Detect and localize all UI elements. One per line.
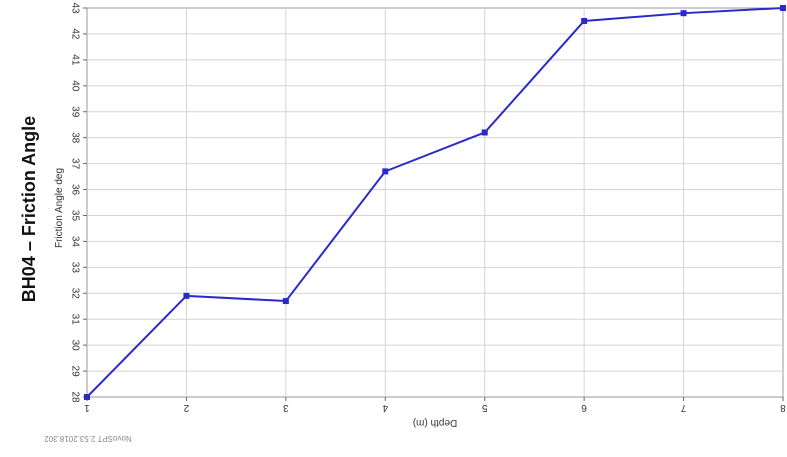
- x-tick-label: 8: [780, 402, 786, 413]
- y-tick-label: 37: [69, 158, 80, 170]
- x-tick-label: 2: [183, 402, 189, 413]
- y-tick-label: 28: [69, 391, 80, 403]
- y-tick-label: 43: [69, 2, 80, 14]
- y-tick-label: 32: [69, 288, 80, 300]
- y-tick-label: 38: [69, 132, 80, 144]
- y-tick-label: 39: [69, 106, 80, 118]
- y-tick-label: 36: [69, 184, 80, 196]
- data-point: [84, 394, 90, 400]
- x-axis-label: Depth (m): [413, 417, 457, 428]
- y-tick-label: 29: [69, 366, 80, 378]
- data-point: [282, 298, 289, 305]
- y-axis-label: Friction Angle deg: [54, 168, 65, 248]
- y-tick-label: 33: [69, 262, 80, 274]
- y-tick-label: 41: [69, 54, 80, 66]
- data-point: [780, 5, 786, 11]
- x-tick-label: 1: [84, 402, 90, 413]
- y-tick-label: 31: [69, 314, 80, 326]
- data-point: [382, 168, 389, 175]
- grid: [87, 8, 783, 397]
- series-layer: [84, 5, 786, 400]
- y-tick-label: 40: [69, 80, 80, 92]
- y-tick-label: 35: [69, 210, 80, 222]
- y-tick-label: 30: [69, 340, 80, 352]
- y-tick-label: 34: [69, 236, 80, 248]
- series-line: [86, 7, 784, 398]
- data-point: [481, 129, 488, 136]
- x-tick-label: 3: [283, 402, 289, 413]
- plot-area: [86, 7, 784, 398]
- chart-title: BH04 – Friction Angle: [19, 116, 39, 302]
- data-point: [581, 17, 588, 24]
- x-tick-label: 5: [481, 402, 487, 413]
- x-tick-label: 6: [581, 402, 587, 413]
- data-point: [183, 292, 190, 299]
- x-tick-label: 7: [680, 402, 686, 413]
- footer-text: NovoSPT 2.53.2018.302: [44, 434, 132, 443]
- x-tick-label: 4: [382, 402, 388, 413]
- data-point: [680, 10, 687, 17]
- y-tick-label: 42: [69, 28, 80, 40]
